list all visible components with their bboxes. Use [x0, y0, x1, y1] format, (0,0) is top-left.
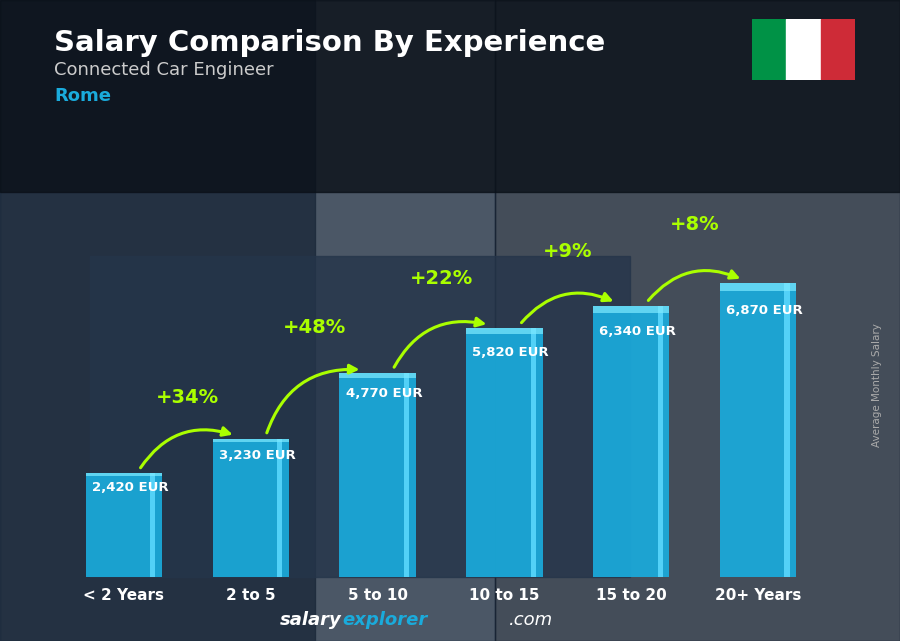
- Bar: [821, 19, 855, 80]
- Text: +22%: +22%: [410, 269, 472, 288]
- Bar: [658, 306, 663, 577]
- Text: .com: .com: [508, 611, 553, 629]
- Text: Connected Car Engineer: Connected Car Engineer: [54, 61, 274, 79]
- Text: +34%: +34%: [156, 388, 219, 407]
- Bar: [785, 283, 790, 577]
- Bar: [466, 328, 543, 577]
- Text: 5,820 EUR: 5,820 EUR: [472, 345, 549, 358]
- Text: +8%: +8%: [670, 215, 720, 234]
- Text: Salary Comparison By Experience: Salary Comparison By Experience: [54, 29, 605, 57]
- Bar: [277, 439, 283, 577]
- Text: 2,420 EUR: 2,420 EUR: [92, 481, 168, 494]
- Bar: [212, 439, 289, 577]
- Text: explorer: explorer: [342, 611, 428, 629]
- Bar: [404, 373, 410, 577]
- Text: 3,230 EUR: 3,230 EUR: [219, 449, 295, 462]
- Bar: [720, 283, 796, 577]
- Bar: [752, 19, 786, 80]
- Bar: [86, 474, 162, 476]
- Bar: [593, 306, 670, 577]
- Text: 6,340 EUR: 6,340 EUR: [599, 325, 676, 338]
- Bar: [150, 474, 156, 577]
- Text: Rome: Rome: [54, 87, 111, 104]
- Bar: [531, 328, 536, 577]
- Text: 6,870 EUR: 6,870 EUR: [726, 304, 803, 317]
- Bar: [0, 0, 495, 641]
- FancyBboxPatch shape: [750, 18, 857, 81]
- Bar: [86, 474, 162, 577]
- Bar: [720, 283, 796, 290]
- Bar: [0, 0, 900, 192]
- Text: Average Monthly Salary: Average Monthly Salary: [872, 322, 883, 447]
- Bar: [212, 439, 289, 442]
- Bar: [339, 373, 416, 577]
- Text: +48%: +48%: [283, 318, 346, 337]
- Bar: [495, 0, 900, 641]
- Bar: [90, 256, 630, 577]
- Bar: [466, 328, 543, 335]
- Text: 4,770 EUR: 4,770 EUR: [346, 387, 422, 401]
- Text: salary: salary: [280, 611, 342, 629]
- Bar: [593, 306, 670, 313]
- Text: +9%: +9%: [543, 242, 592, 261]
- Bar: [0, 0, 315, 641]
- Bar: [339, 373, 416, 378]
- Bar: [786, 19, 821, 80]
